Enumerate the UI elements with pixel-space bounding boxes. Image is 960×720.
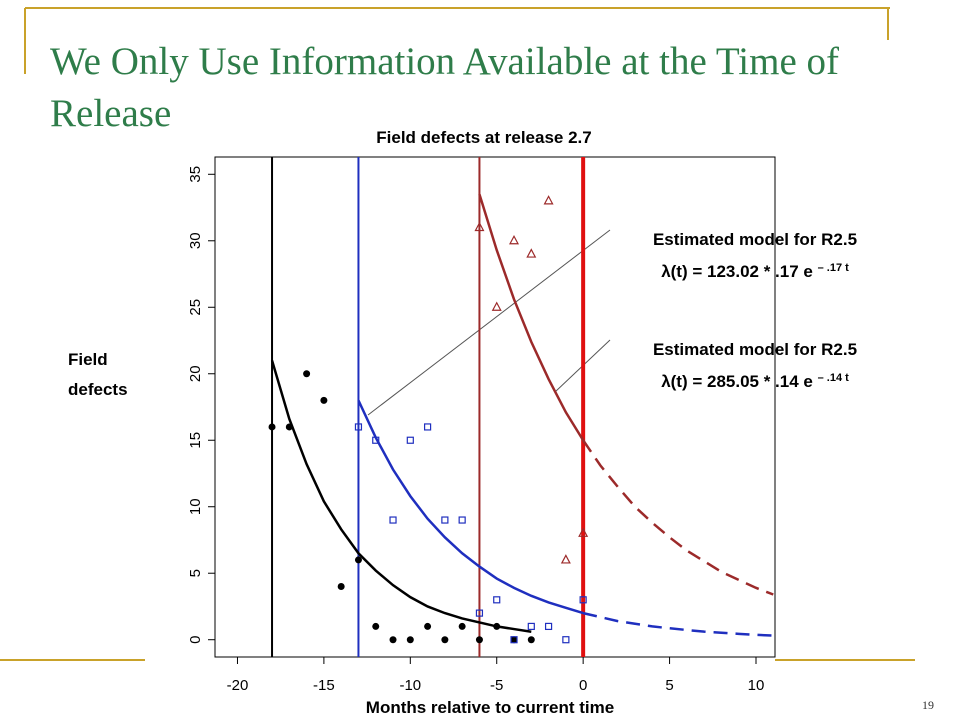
x-tick-label: 0: [579, 677, 587, 694]
point: [527, 622, 535, 631]
y-tick-label: 35: [187, 166, 204, 183]
point: [579, 596, 587, 604]
y-tick-label: 25: [187, 299, 204, 316]
fit-curve: [582, 439, 774, 596]
x-tick-label: 10: [748, 677, 765, 694]
point: [354, 556, 362, 564]
x-tick-label: -10: [399, 677, 421, 694]
point: [372, 622, 380, 630]
fit-curve: [357, 399, 584, 615]
point: [303, 370, 311, 378]
x-tick-label: -5: [490, 677, 503, 694]
point: [526, 248, 537, 258]
slide-title: We Only Use Information Available at the…: [50, 40, 839, 135]
page-number: 19: [922, 698, 934, 712]
y-tick-label: 5: [187, 569, 204, 577]
point: [474, 221, 485, 232]
point: [337, 583, 345, 591]
point: [560, 554, 571, 564]
point: [491, 301, 502, 311]
fit-curve: [478, 193, 585, 441]
point: [389, 516, 397, 524]
y-tick-label: 10: [187, 498, 204, 515]
formula-exponent: – .17 t: [817, 262, 849, 274]
point: [406, 636, 414, 644]
point: [527, 636, 535, 644]
point: [475, 636, 483, 644]
point: [562, 636, 570, 644]
y-tick-label: 0: [187, 636, 204, 644]
annotation-title: Estimated model for R2.5: [652, 230, 858, 249]
point: [475, 609, 484, 617]
point: [544, 622, 553, 631]
point: [493, 622, 501, 630]
point: [389, 636, 397, 644]
point: [510, 636, 518, 644]
chart-title: Field defects at release 2.7: [376, 128, 591, 147]
point: [441, 516, 449, 524]
fit-curve: [582, 611, 774, 637]
point: [406, 436, 414, 444]
point: [372, 436, 380, 444]
annotation: Estimated model for R2.5 λ(t) = 285.05 * …: [605, 336, 905, 396]
formula: λ(t) = 123.02 * .17 e: [661, 262, 813, 281]
annotation-formula: λ(t) = 123.02 * .17 e – .17 t: [605, 254, 905, 286]
annotation: Estimated model for R2.5 λ(t) = 123.02 * …: [605, 226, 905, 286]
point: [509, 235, 520, 245]
formula: λ(t) = 285.05 * .14 e: [661, 372, 813, 391]
annotation-title: Estimated model for R2.5: [652, 340, 858, 359]
y-tick-label: 20: [187, 365, 204, 382]
point: [578, 527, 589, 537]
point: [458, 516, 466, 524]
point: [493, 596, 501, 604]
x-tick-label: -15: [313, 677, 335, 694]
x-tick-label: -20: [227, 677, 249, 694]
point: [543, 195, 554, 205]
annotation-formula: λ(t) = 285.05 * .14 e – .14 t: [605, 364, 905, 396]
point: [423, 423, 432, 431]
x-axis-label: Months relative to current time: [366, 698, 614, 717]
point: [424, 622, 432, 630]
point: [320, 396, 328, 404]
formula-exponent: – .14 t: [817, 372, 849, 384]
y-axis-label: Field defects: [68, 350, 128, 399]
x-tick-label: 5: [665, 677, 673, 694]
point: [285, 423, 293, 431]
point: [458, 622, 466, 630]
point: [510, 636, 518, 644]
point: [354, 423, 363, 431]
y-tick-label: 30: [187, 232, 204, 249]
y-tick-label: 15: [187, 432, 204, 449]
point: [268, 423, 276, 431]
fit-curve: [270, 360, 532, 633]
leader-line: [367, 229, 611, 416]
point: [441, 636, 449, 644]
